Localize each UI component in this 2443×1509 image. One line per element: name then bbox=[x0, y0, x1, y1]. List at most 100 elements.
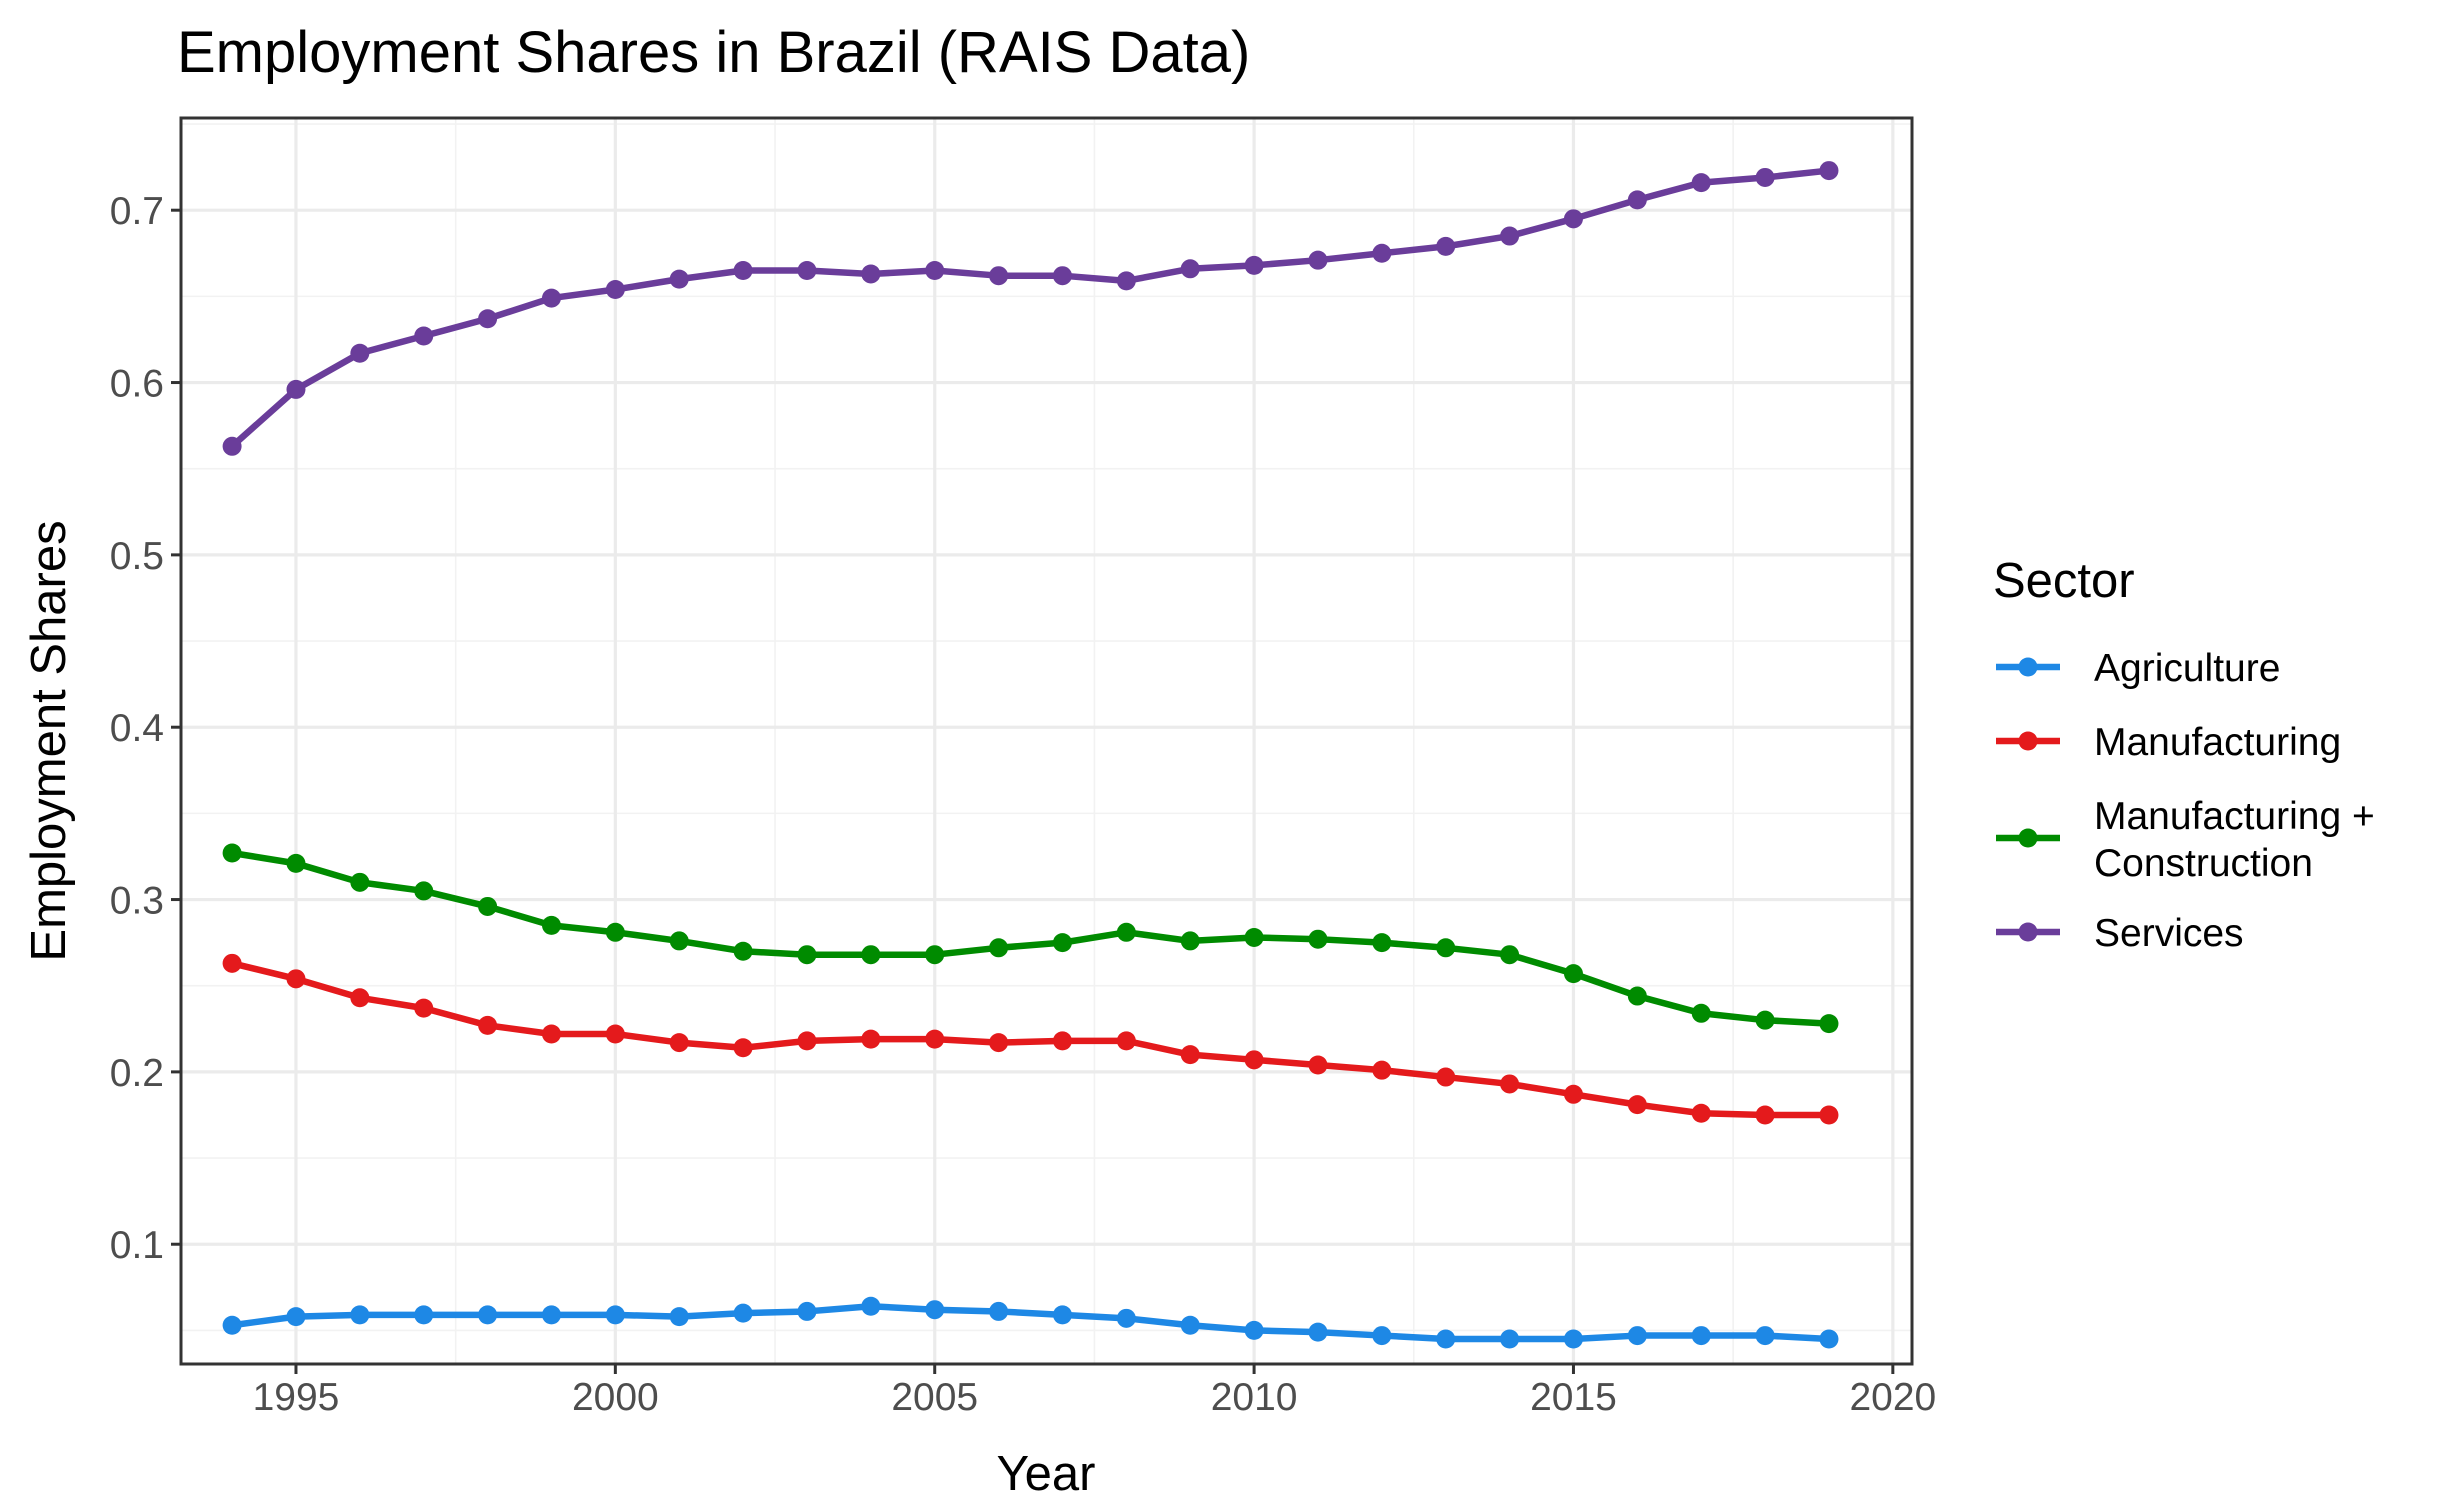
agriculture-point bbox=[1691, 1326, 1711, 1346]
manufacturing-point bbox=[861, 1029, 881, 1049]
gridlines bbox=[181, 118, 1912, 1364]
manufacturing-point bbox=[222, 953, 242, 973]
agriculture-series bbox=[222, 1296, 1839, 1349]
agriculture-point bbox=[605, 1305, 625, 1325]
manufacturing-construction-point bbox=[1116, 922, 1136, 942]
agriculture-point bbox=[222, 1315, 242, 1335]
manufacturing-point bbox=[605, 1024, 625, 1044]
manufacturing-construction-point bbox=[1436, 938, 1456, 958]
agriculture-point bbox=[1436, 1329, 1456, 1349]
manufacturing-point bbox=[797, 1031, 817, 1051]
manufacturing-construction-point bbox=[1691, 1003, 1711, 1023]
manufacturing-point bbox=[1500, 1074, 1520, 1094]
series-lines bbox=[222, 161, 1839, 1349]
services-point bbox=[286, 379, 306, 399]
agriculture-point bbox=[478, 1305, 498, 1325]
x-tick-label: 2015 bbox=[1530, 1376, 1617, 1419]
services-point bbox=[414, 326, 434, 346]
manufacturing-point bbox=[1244, 1050, 1264, 1070]
agriculture-point bbox=[1244, 1320, 1264, 1340]
chart-title: Employment Shares in Brazil (RAIS Data) bbox=[177, 20, 1250, 85]
manufacturing-point bbox=[1627, 1095, 1647, 1115]
y-tick-label: 0.7 bbox=[110, 190, 164, 233]
agriculture-line bbox=[228, 1303, 1833, 1343]
agriculture-point bbox=[1116, 1308, 1136, 1328]
services-point bbox=[605, 279, 625, 299]
agriculture-point bbox=[1563, 1329, 1583, 1349]
agriculture-point bbox=[1500, 1329, 1520, 1349]
services-point bbox=[1244, 255, 1264, 275]
legend-label: Agriculture bbox=[2094, 647, 2280, 690]
manufacturing-construction-point bbox=[1244, 927, 1264, 947]
agriculture-point bbox=[733, 1303, 753, 1323]
legend-key-point bbox=[2018, 657, 2038, 677]
agriculture-point bbox=[1627, 1326, 1647, 1346]
manufacturing-construction-point bbox=[414, 881, 434, 901]
manufacturing-construction-point bbox=[797, 945, 817, 965]
legend-items: Agriculture Manufacturing Manufacturing +C… bbox=[1996, 647, 2375, 955]
legend-item-services: Services bbox=[1996, 912, 2244, 955]
y-tick-label: 0.1 bbox=[110, 1224, 164, 1267]
legend-item-manufacturing: Manufacturing bbox=[1996, 721, 2341, 764]
y-axis-title: Employment Shares bbox=[22, 520, 76, 961]
manufacturing-construction-point bbox=[286, 853, 306, 873]
y-tick-label: 0.4 bbox=[110, 707, 164, 750]
services-point bbox=[1308, 250, 1328, 270]
legend-label: Manufacturing bbox=[2094, 721, 2341, 764]
manufacturing-point bbox=[1436, 1067, 1456, 1087]
x-axis-title: Year bbox=[996, 1447, 1095, 1501]
agriculture-point bbox=[350, 1305, 370, 1325]
y-axis: 0.1 0.2 0.3 0.4 0.5 0.6 0.7 bbox=[110, 190, 181, 1267]
services-point bbox=[478, 309, 498, 329]
services-point bbox=[1691, 173, 1711, 193]
agriculture-point bbox=[541, 1305, 561, 1325]
manufacturing-line bbox=[228, 960, 1833, 1119]
legend-label: Services bbox=[2094, 912, 2244, 955]
legend-key-point bbox=[2018, 922, 2038, 942]
manufacturing-construction-series bbox=[222, 843, 1839, 1034]
x-tick-label: 2005 bbox=[891, 1376, 978, 1419]
services-point bbox=[861, 264, 881, 284]
manufacturing-point bbox=[669, 1033, 689, 1053]
legend-title: Sector bbox=[1993, 554, 2135, 608]
services-point bbox=[541, 288, 561, 308]
services-point bbox=[989, 266, 1009, 286]
services-series bbox=[222, 161, 1839, 456]
manufacturing-point bbox=[541, 1024, 561, 1044]
y-tick-label: 0.5 bbox=[110, 535, 164, 578]
services-point bbox=[1627, 190, 1647, 210]
services-point bbox=[1180, 259, 1200, 279]
agriculture-point bbox=[1052, 1305, 1072, 1325]
agriculture-point bbox=[1755, 1326, 1775, 1346]
legend: Sector Agriculture Manufacturing Manufactu… bbox=[1993, 554, 2375, 955]
manufacturing-construction-point bbox=[478, 896, 498, 916]
agriculture-point bbox=[1308, 1322, 1328, 1342]
legend-key-point bbox=[2018, 731, 2038, 751]
agriculture-point bbox=[861, 1296, 881, 1316]
legend-label: Construction bbox=[2094, 842, 2313, 885]
x-tick-label: 2000 bbox=[572, 1376, 659, 1419]
manufacturing-construction-point bbox=[605, 922, 625, 942]
agriculture-point bbox=[669, 1307, 689, 1327]
manufacturing-construction-point bbox=[1372, 933, 1392, 953]
manufacturing-construction-point bbox=[925, 945, 945, 965]
manufacturing-point bbox=[1052, 1031, 1072, 1051]
manufacturing-construction-point bbox=[1308, 929, 1328, 949]
manufacturing-construction-point bbox=[989, 938, 1009, 958]
manufacturing-construction-point bbox=[861, 945, 881, 965]
manufacturing-construction-line bbox=[228, 849, 1833, 1027]
agriculture-point bbox=[1372, 1326, 1392, 1346]
services-point bbox=[1563, 209, 1583, 229]
agriculture-point bbox=[797, 1301, 817, 1321]
y-tick-label: 0.2 bbox=[110, 1052, 164, 1095]
legend-label: Manufacturing + bbox=[2094, 795, 2375, 838]
services-point bbox=[733, 261, 753, 281]
manufacturing-construction-point bbox=[1563, 964, 1583, 984]
manufacturing-construction-point bbox=[350, 872, 370, 892]
manufacturing-construction-point bbox=[1500, 945, 1520, 965]
manufacturing-point bbox=[1116, 1031, 1136, 1051]
legend-item-manufacturing-construction: Manufacturing +Construction bbox=[1996, 795, 2375, 885]
manufacturing-point bbox=[733, 1038, 753, 1058]
manufacturing-point bbox=[350, 988, 370, 1008]
manufacturing-point bbox=[1372, 1060, 1392, 1080]
